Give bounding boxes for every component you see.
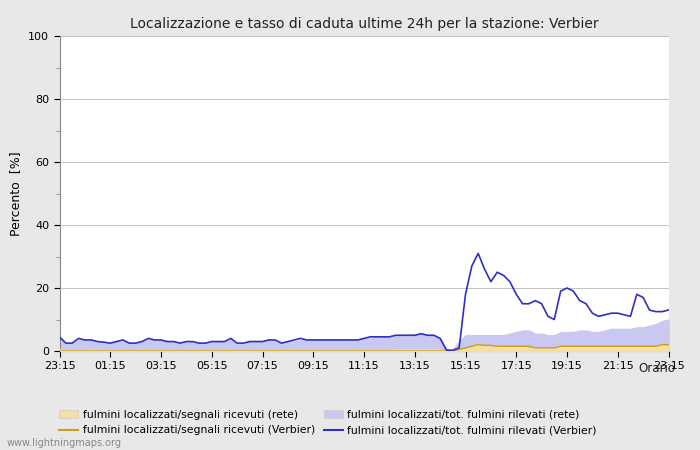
Y-axis label: Percento  [%]: Percento [%]	[10, 151, 22, 236]
Text: www.lightningmaps.org: www.lightningmaps.org	[7, 438, 122, 448]
Text: Orario: Orario	[638, 362, 675, 375]
Title: Localizzazione e tasso di caduta ultime 24h per la stazione: Verbier: Localizzazione e tasso di caduta ultime …	[130, 17, 598, 31]
Legend: fulmini localizzati/segnali ricevuti (rete), fulmini localizzati/segnali ricevut: fulmini localizzati/segnali ricevuti (re…	[59, 410, 597, 436]
